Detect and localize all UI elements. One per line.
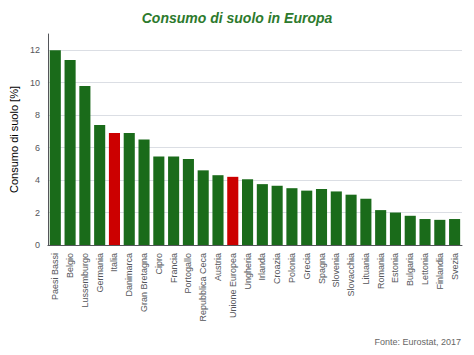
- svg-text:Lettonia: Lettonia: [420, 253, 430, 285]
- svg-text:Repubblica Ceca: Repubblica Ceca: [198, 253, 208, 322]
- svg-text:Slovacchia: Slovacchia: [346, 253, 356, 297]
- svg-text:6: 6: [35, 143, 40, 153]
- svg-text:Finlandia: Finlandia: [435, 253, 445, 290]
- svg-text:Estonia: Estonia: [390, 253, 400, 283]
- svg-text:4: 4: [35, 175, 40, 185]
- svg-text:Belgio: Belgio: [65, 253, 75, 278]
- svg-text:Fonte: Eurostat, 2017: Fonte: Eurostat, 2017: [374, 337, 461, 347]
- svg-text:Bulgaria: Bulgaria: [405, 253, 415, 286]
- svg-text:Danimarca: Danimarca: [124, 253, 134, 297]
- svg-text:Portogallo: Portogallo: [183, 253, 193, 294]
- svg-text:Ungheria: Ungheria: [243, 253, 253, 290]
- svg-text:Romania: Romania: [376, 253, 386, 289]
- svg-text:Unione Europea: Unione Europea: [228, 253, 238, 318]
- svg-text:Spagna: Spagna: [317, 253, 327, 284]
- svg-text:Germania: Germania: [95, 253, 105, 293]
- svg-text:Polonia: Polonia: [287, 253, 297, 283]
- svg-text:8: 8: [35, 110, 40, 120]
- svg-text:Lussemburgo: Lussemburgo: [80, 253, 90, 308]
- svg-text:Gran Bretagna: Gran Bretagna: [139, 253, 149, 312]
- svg-text:Paesi Bassi: Paesi Bassi: [50, 253, 60, 300]
- svg-text:Austria: Austria: [213, 253, 223, 281]
- svg-text:Cipro: Cipro: [154, 253, 164, 275]
- svg-text:Francia: Francia: [169, 253, 179, 283]
- svg-text:2: 2: [35, 208, 40, 218]
- svg-text:Consumo di suolo [%]: Consumo di suolo [%]: [8, 86, 20, 193]
- svg-text:0: 0: [35, 240, 40, 250]
- svg-text:Svezia: Svezia: [450, 253, 460, 280]
- svg-text:Lituania: Lituania: [361, 253, 371, 285]
- svg-text:Croazia: Croazia: [272, 253, 282, 284]
- svg-text:Grecia: Grecia: [302, 253, 312, 280]
- svg-text:12: 12: [30, 45, 40, 55]
- svg-text:Irlanda: Irlanda: [257, 253, 267, 281]
- svg-text:Consumo di suolo in Europa: Consumo di suolo in Europa: [142, 10, 333, 26]
- svg-text:Slovenia: Slovenia: [331, 253, 341, 288]
- svg-text:10: 10: [30, 78, 40, 88]
- svg-text:Italia: Italia: [109, 253, 119, 272]
